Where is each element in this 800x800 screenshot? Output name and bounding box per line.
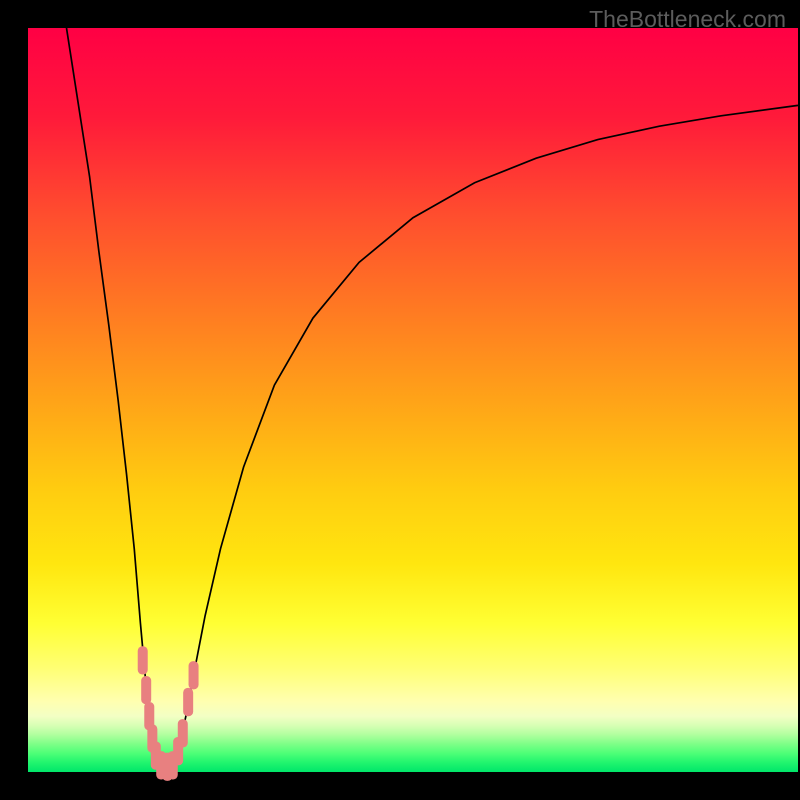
chart-svg bbox=[0, 0, 800, 800]
marker-right-1 bbox=[178, 719, 188, 747]
chart-frame: TheBottleneck.com bbox=[0, 0, 800, 800]
marker-right-2 bbox=[183, 688, 193, 716]
marker-left-0 bbox=[138, 646, 148, 674]
marker-left-1 bbox=[141, 676, 151, 704]
watermark-text: TheBottleneck.com bbox=[589, 6, 786, 33]
marker-right-3 bbox=[189, 661, 199, 689]
